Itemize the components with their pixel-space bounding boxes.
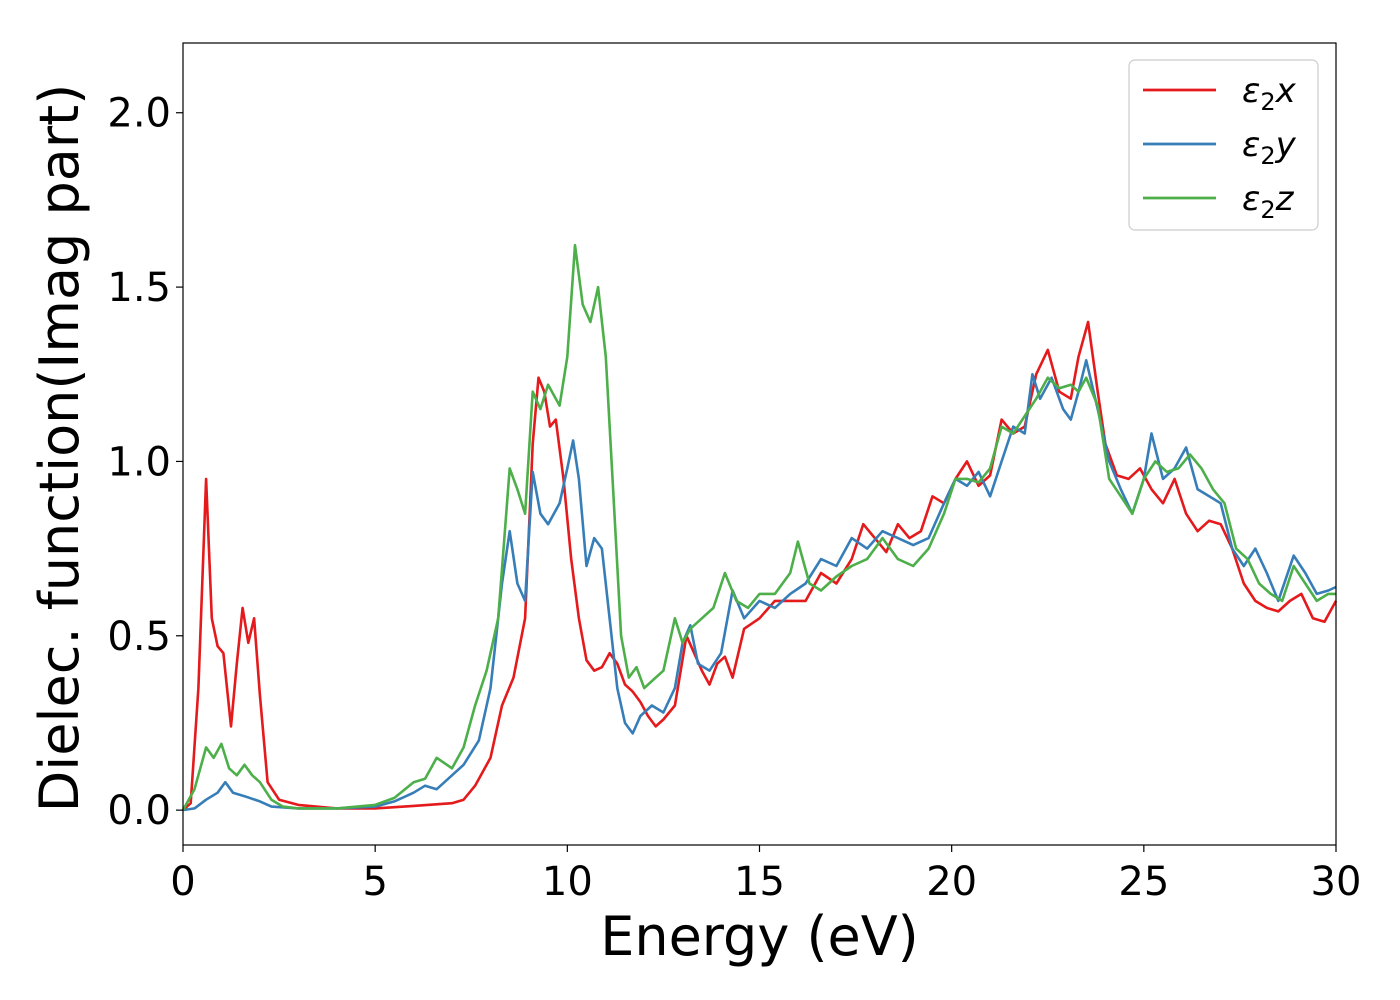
x-tick-label: 25 bbox=[1118, 859, 1169, 905]
x-tick-label: 0 bbox=[170, 859, 195, 905]
legend-label-y: ε2y bbox=[1242, 125, 1297, 170]
y-axis-title: Dielec. function(Imag part) bbox=[28, 84, 91, 813]
x-tick-label: 30 bbox=[1311, 859, 1362, 905]
legend-box bbox=[1128, 59, 1319, 231]
plot-frame bbox=[182, 42, 1337, 846]
series-layer bbox=[181, 243, 1338, 812]
legend-label-x: ε2x bbox=[1242, 71, 1297, 116]
y-tick-label: 2.0 bbox=[107, 91, 171, 137]
y-tick-label: 0.0 bbox=[107, 788, 171, 834]
series-line-y bbox=[182, 359, 1337, 812]
series-line-x bbox=[182, 320, 1338, 812]
x-tick-label: 10 bbox=[542, 859, 593, 905]
ticks-layer: 0 5 10 15 20 25 30 0.0 0.5 1.0 1.5 2.0 bbox=[107, 91, 1361, 905]
series-line-z bbox=[181, 243, 1336, 811]
x-tick-label: 5 bbox=[362, 859, 387, 905]
x-axis-title: Energy (eV) bbox=[600, 905, 919, 968]
y-tick-label: 1.5 bbox=[107, 265, 171, 311]
legend: ε2x ε2y ε2z bbox=[1128, 59, 1319, 231]
x-tick-label: 20 bbox=[926, 859, 977, 905]
y-tick-label: 1.0 bbox=[107, 439, 171, 485]
y-tick-label: 0.5 bbox=[107, 614, 171, 660]
x-tick-label: 15 bbox=[734, 859, 785, 905]
legend-label-z: ε2z bbox=[1242, 179, 1295, 224]
